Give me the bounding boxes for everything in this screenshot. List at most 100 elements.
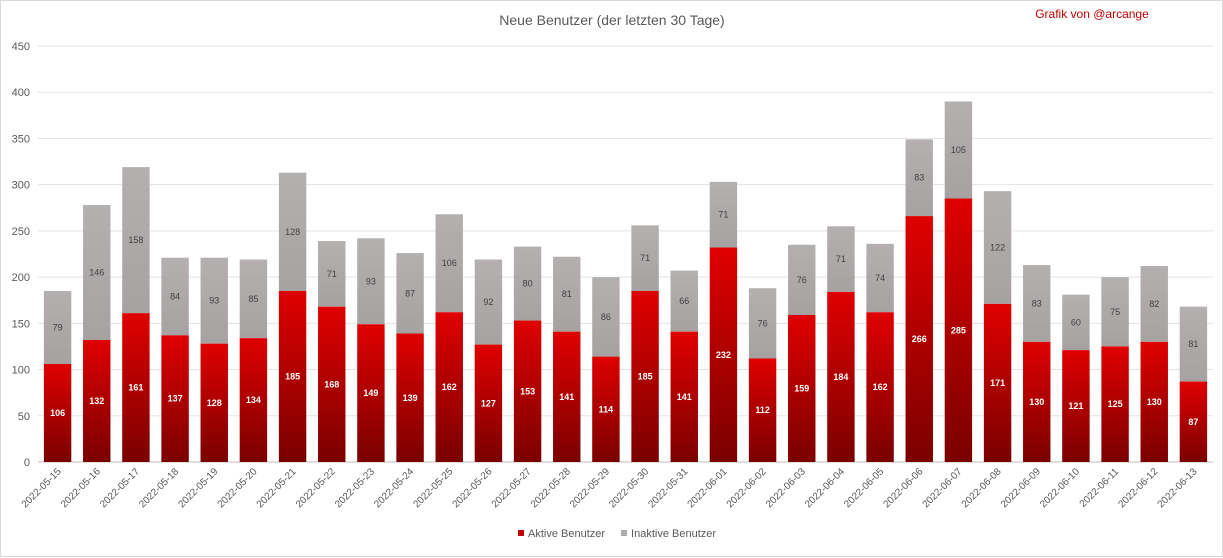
x-tick-label: 2022-05-20: [216, 466, 260, 510]
bar-active: [435, 312, 463, 462]
bar-inactive: [866, 243, 894, 313]
bar-active: [827, 291, 855, 462]
data-label-inactive: 105: [951, 145, 966, 155]
y-tick-label: 100: [12, 365, 30, 377]
x-tick-label: 2022-05-16: [59, 466, 103, 510]
bar-inactive: [905, 139, 933, 217]
bar-active: [866, 312, 894, 462]
data-label-inactive: 79: [53, 322, 63, 332]
data-label-inactive: 71: [718, 210, 728, 220]
x-tick-label: 2022-06-07: [921, 466, 965, 510]
x-tick-label: 2022-05-26: [451, 466, 495, 510]
x-tick-label: 2022-06-04: [803, 466, 847, 510]
data-label-active: 149: [363, 388, 378, 398]
bar-active: [1179, 381, 1208, 462]
data-label-active: 87: [1188, 417, 1198, 427]
bar-active: [788, 315, 816, 462]
data-label-active: 112: [755, 405, 770, 415]
data-label-inactive: 93: [366, 276, 376, 286]
y-axis: 0 50 100 150 200 250 300 350 400 450: [12, 41, 30, 469]
bar-inactive: [161, 257, 189, 336]
bar-inactive: [1179, 306, 1208, 382]
x-tick-label: 2022-05-27: [490, 466, 534, 510]
bar-active: [396, 333, 424, 462]
data-label-active: 185: [285, 371, 300, 381]
bar-inactive: [944, 101, 973, 199]
x-tick-label: 2022-05-31: [646, 466, 690, 510]
bar-inactive: [239, 259, 268, 339]
data-label-inactive: 93: [209, 296, 219, 306]
bar-active: [1023, 341, 1051, 462]
x-tick-label: 2022-05-25: [411, 466, 455, 510]
bar-inactive: [1062, 294, 1090, 351]
bar-active: [553, 331, 581, 462]
bar-inactive: [592, 277, 620, 357]
bar-active: [983, 303, 1012, 462]
legend: Aktive Benutzer Inaktive Benutzer: [518, 528, 716, 540]
x-tick-label: 2022-05-29: [568, 466, 612, 510]
x-tick-label: 2022-06-06: [881, 466, 925, 510]
bar-inactive: [670, 270, 698, 332]
bar-active: [748, 358, 777, 462]
bar-active: [513, 320, 542, 462]
bar-active: [278, 290, 307, 462]
bar-active: [239, 338, 268, 462]
data-label-active: 161: [128, 383, 143, 393]
bar-inactive: [83, 205, 111, 340]
data-label-active: 232: [716, 350, 731, 360]
data-label-active: 134: [246, 395, 261, 405]
x-tick-label: 2022-05-30: [607, 466, 651, 510]
y-tick-label: 0: [24, 457, 30, 469]
data-label-inactive: 86: [601, 312, 611, 322]
y-tick-label: 250: [12, 226, 30, 238]
data-label-active: 153: [520, 386, 535, 396]
data-label-active: 132: [89, 396, 104, 406]
bar-inactive: [396, 253, 424, 334]
data-label-inactive: 71: [327, 269, 337, 279]
bar-inactive: [357, 238, 385, 325]
chart-credit: Grafik von @arcange: [1035, 7, 1149, 21]
bar-inactive: [788, 244, 816, 316]
x-axis: 2022-05-152022-05-162022-05-172022-05-18…: [20, 466, 1200, 510]
bar-inactive: [43, 290, 72, 365]
bar-active: [1140, 341, 1168, 462]
bar-active: [1062, 350, 1090, 462]
y-tick-label: 450: [12, 41, 30, 53]
x-tick-label: 2022-05-23: [333, 466, 377, 510]
x-tick-label: 2022-06-02: [725, 466, 769, 510]
data-label-inactive: 83: [914, 173, 924, 183]
data-label-active: 159: [794, 384, 809, 394]
x-tick-label: 2022-05-18: [137, 466, 181, 510]
data-label-active: 171: [990, 378, 1005, 388]
bars: [43, 101, 1208, 463]
bar-inactive: [709, 181, 738, 248]
bar-inactive: [318, 241, 346, 307]
bar-inactive: [1101, 277, 1129, 347]
legend-swatch: [621, 530, 628, 536]
x-tick-label: 2022-06-11: [1078, 466, 1122, 510]
bar-inactive: [1140, 266, 1168, 342]
data-label-active: 130: [1029, 397, 1044, 407]
data-label-active: 137: [168, 394, 183, 404]
y-tick-label: 300: [12, 180, 30, 192]
data-label-inactive: 128: [285, 227, 300, 237]
bar-active: [944, 198, 973, 463]
bar-active: [200, 343, 228, 462]
data-label-inactive: 84: [170, 292, 180, 302]
x-tick-label: 2022-06-08: [960, 466, 1004, 510]
x-tick-label: 2022-05-19: [176, 466, 220, 510]
data-labels: 106 79 132 146 161 158 137 84 128 93 134 85 185 128 16…: [50, 145, 1198, 427]
data-label-inactive: 81: [1188, 339, 1198, 349]
data-label-active: 121: [1068, 401, 1083, 411]
gridlines: [38, 45, 1213, 463]
bar-inactive: [200, 257, 228, 344]
bar-inactive: [278, 172, 307, 291]
x-tick-label: 2022-06-03: [764, 466, 808, 510]
bar-inactive: [122, 167, 150, 314]
data-label-inactive: 66: [679, 296, 689, 306]
data-label-inactive: 81: [562, 289, 572, 299]
data-label-active: 139: [403, 393, 418, 403]
x-tick-label: 2022-05-15: [20, 466, 64, 510]
